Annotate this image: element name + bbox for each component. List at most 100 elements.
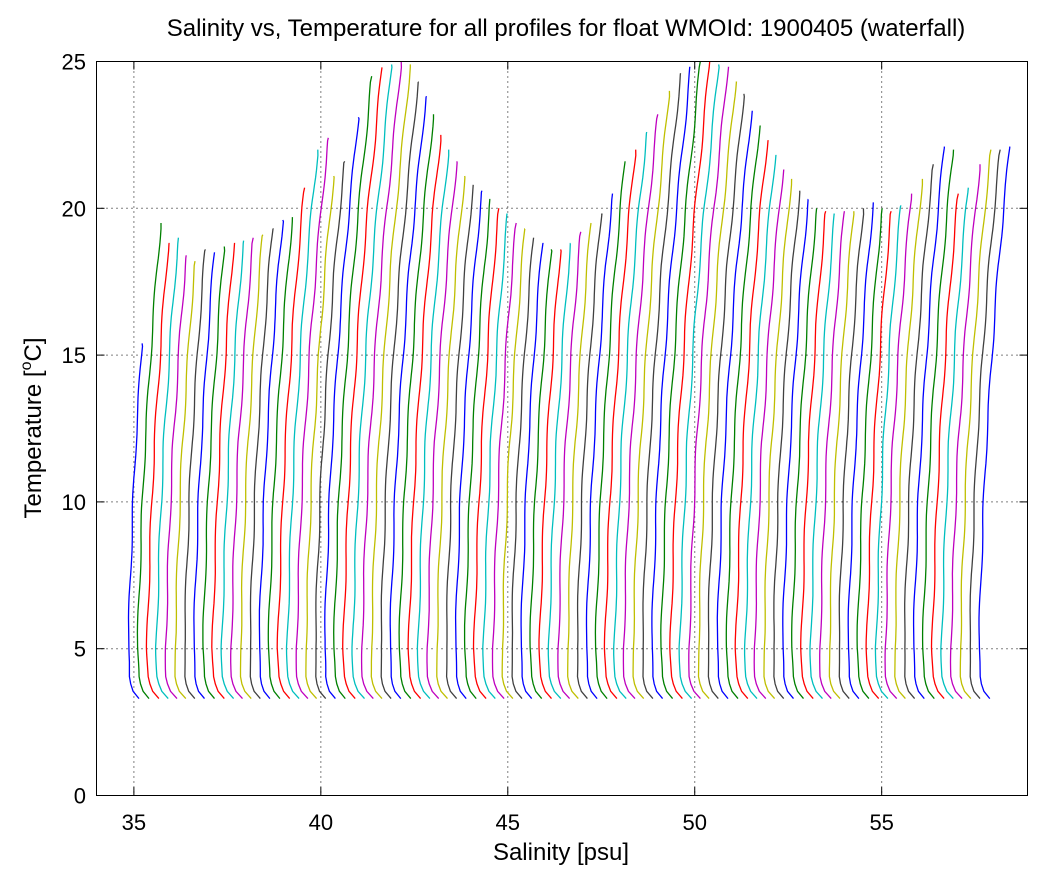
profile-line: [258, 219, 285, 700]
x-tick-label: 55: [869, 810, 893, 835]
profile-line: [491, 222, 517, 700]
profile-line: [716, 110, 753, 700]
y-tick-label: 10: [62, 490, 86, 515]
profile-line: [324, 117, 360, 700]
profile-line: [389, 96, 427, 700]
profile-line: [894, 178, 924, 700]
profile-line: [585, 193, 614, 700]
profile-line: [940, 187, 969, 700]
x-tick-label: 40: [309, 810, 333, 835]
x-tick-label: 35: [122, 810, 146, 835]
y-axis-label: Temperature [oC]: [18, 338, 47, 519]
profile-line: [969, 149, 1001, 700]
y-tick-labels: 0 5 10 15 20 25: [62, 50, 86, 809]
y-tick-label: 5: [74, 637, 86, 662]
profile-line: [576, 213, 603, 700]
profiles: [127, 61, 1011, 700]
profile-line: [333, 76, 373, 700]
profile-line: [567, 222, 592, 700]
profile-line: [978, 146, 1011, 700]
profile-line: [202, 246, 226, 700]
profile-line: [688, 66, 730, 700]
profile-line: [594, 161, 626, 700]
profile-line: [660, 61, 701, 700]
profile-line: [230, 237, 254, 700]
y-tick-label: 25: [62, 50, 86, 75]
profile-line: [360, 61, 403, 700]
profile-line: [930, 193, 959, 700]
profile-line: [819, 211, 846, 700]
profile-line: [669, 61, 711, 700]
profile-line: [511, 237, 535, 700]
profile-line: [782, 198, 809, 700]
profile-line: [773, 190, 801, 700]
profile-line: [305, 175, 335, 700]
profile-line: [838, 208, 865, 700]
x-tick-label: 50: [682, 810, 706, 835]
profile-line: [734, 140, 769, 700]
profile-line: [763, 178, 793, 700]
profile-line: [753, 169, 785, 700]
profile-line: [472, 208, 500, 700]
profile-line: [193, 252, 216, 700]
profile-line: [136, 223, 162, 700]
profile-line: [154, 237, 180, 700]
profile-line: [249, 228, 274, 700]
profile-line: [603, 149, 637, 700]
profile-line: [828, 211, 855, 700]
profile-line: [547, 242, 571, 700]
profile-line: [884, 193, 913, 700]
profile-line: [407, 134, 442, 700]
y-axis-label-tail: C]: [20, 338, 47, 362]
profile-line: [184, 249, 206, 700]
profile-line: [847, 202, 874, 700]
profile-line: [174, 260, 196, 700]
profile-line: [351, 64, 393, 700]
profile-line: [267, 217, 294, 700]
profile-line: [622, 114, 659, 700]
y-tick-label: 15: [62, 343, 86, 368]
y-axis-label-main: Temperature [: [20, 370, 47, 518]
profile-line: [949, 164, 981, 700]
profile-line: [809, 213, 835, 700]
profile-line: [651, 66, 691, 700]
profile-line: [904, 164, 934, 700]
profile-line: [211, 242, 236, 700]
x-tick-label: 45: [496, 810, 520, 835]
profile-line: [436, 175, 466, 700]
profile-line: [921, 149, 955, 700]
x-axis-label: Salinity [psu]: [493, 839, 629, 866]
profile-line: [520, 242, 544, 700]
profile-line: [295, 137, 329, 700]
profile-line: [557, 231, 582, 700]
profile-line: [707, 93, 745, 700]
profile-line: [529, 249, 553, 700]
profile-line: [220, 240, 245, 700]
profile-line: [632, 90, 671, 700]
profile-line: [342, 67, 383, 700]
y-axis-label-superscript: o: [18, 361, 35, 370]
profile-line: [613, 131, 648, 700]
profile-line: [380, 81, 419, 700]
chart-title: Salinity vs, Temperature for all profile…: [167, 15, 966, 42]
ticks: [96, 61, 1028, 796]
profile-line: [725, 125, 761, 700]
profile-line: [398, 114, 435, 700]
profile-line: [370, 64, 411, 700]
profile-line: [239, 234, 264, 700]
profile-line: [874, 205, 902, 700]
profile-line: [642, 73, 682, 700]
profile-line: [416, 149, 450, 700]
x-tick-labels: 35 40 45 50 55: [122, 810, 894, 835]
profile-line: [856, 208, 883, 700]
profile-line: [912, 146, 946, 700]
profile-line: [445, 184, 474, 700]
profile-line: [285, 149, 319, 700]
profile-line: [697, 81, 738, 700]
plot-frame: [96, 61, 1028, 796]
profile-line: [800, 211, 827, 700]
profile-line: [426, 161, 458, 700]
profile-line: [959, 149, 992, 700]
y-tick-label: 20: [62, 196, 86, 221]
